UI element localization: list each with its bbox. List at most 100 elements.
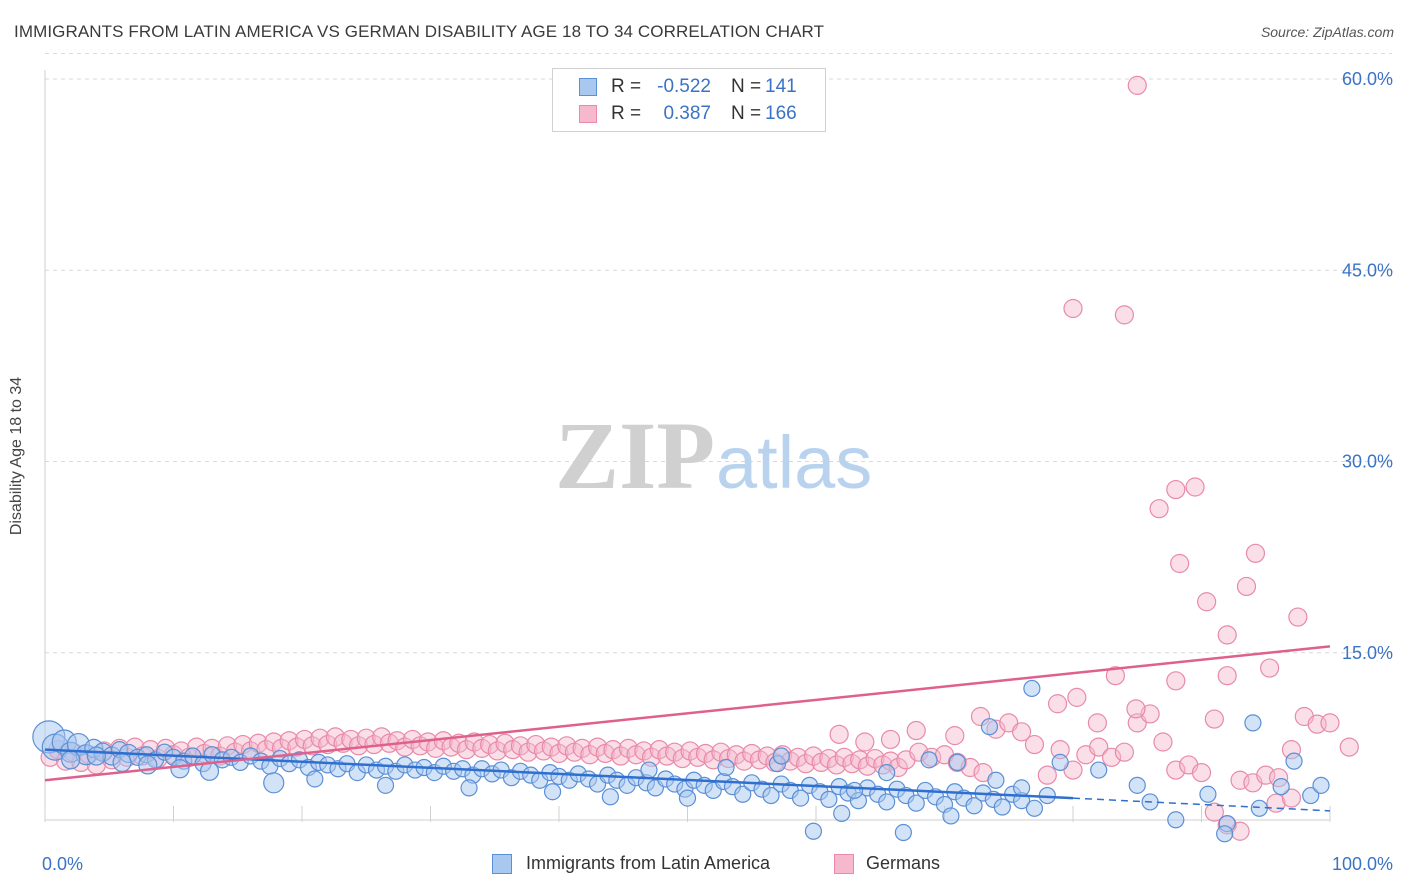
germans-point bbox=[834, 747, 854, 767]
germans-point bbox=[1037, 765, 1057, 785]
germans-point bbox=[1011, 722, 1032, 742]
germans-point bbox=[1063, 298, 1083, 319]
germans-point bbox=[906, 720, 926, 741]
germans-point bbox=[526, 734, 546, 755]
latin-america-point bbox=[460, 779, 478, 797]
correlation-legend: R = -0.522 N = 141 R = 0.387 N = 166 bbox=[552, 68, 826, 132]
germans-point bbox=[819, 748, 839, 769]
germans-point bbox=[829, 724, 849, 744]
germans-point bbox=[580, 745, 600, 765]
latin-america-point bbox=[376, 776, 395, 794]
latin-america-point bbox=[993, 798, 1011, 816]
germans-point bbox=[1288, 607, 1308, 627]
germans-point bbox=[1204, 802, 1224, 822]
latin-america-point bbox=[1216, 825, 1234, 843]
pink-r-label: R = bbox=[611, 103, 642, 124]
latin-america-point bbox=[942, 807, 960, 825]
germans-point bbox=[734, 751, 754, 771]
germans-point bbox=[518, 742, 538, 762]
latin-america-point bbox=[948, 753, 966, 772]
blue-n-label: N = bbox=[731, 76, 762, 97]
germans-point bbox=[857, 756, 878, 776]
germans-point bbox=[1024, 734, 1045, 755]
germans-point bbox=[1089, 737, 1109, 757]
latin-america-point bbox=[1128, 776, 1146, 794]
germans-point bbox=[480, 734, 500, 755]
pink-n-value: 166 bbox=[765, 103, 797, 124]
germans-point bbox=[1245, 543, 1266, 563]
watermark-zip: ZIP bbox=[555, 402, 715, 509]
germans-point bbox=[572, 738, 592, 758]
latin-america-point bbox=[263, 772, 285, 794]
germans-point bbox=[1047, 694, 1068, 714]
germans-point bbox=[549, 743, 569, 764]
y-tick-labels: 15.0% 30.0% 45.0% 60.0% bbox=[1342, 69, 1393, 663]
pink-n-label: N = bbox=[731, 103, 762, 124]
latin-america-point bbox=[1167, 811, 1185, 829]
latin-america-point bbox=[987, 771, 1005, 789]
latin-america-point bbox=[772, 747, 790, 765]
latin-america-point bbox=[791, 789, 810, 807]
germans-point bbox=[402, 729, 423, 750]
latin-america-point bbox=[878, 793, 896, 811]
bottom-blue-label: Immigrants from Latin America bbox=[526, 853, 771, 873]
germans-point bbox=[495, 733, 515, 753]
germans-point bbox=[318, 734, 338, 755]
germans-point bbox=[464, 732, 484, 752]
germans-point bbox=[618, 738, 638, 758]
latin-america-point bbox=[601, 788, 620, 806]
germans-point bbox=[310, 728, 330, 748]
latin-america-point bbox=[86, 746, 107, 766]
latin-america-point bbox=[907, 794, 925, 812]
y-tick-label: 30.0% bbox=[1342, 452, 1393, 472]
germans-point bbox=[603, 740, 623, 760]
germans-point bbox=[302, 736, 322, 756]
latin-america-point bbox=[1090, 761, 1108, 779]
chart-title: IMMIGRANTS FROM LATIN AMERICA VS GERMAN … bbox=[14, 22, 825, 41]
germans-point bbox=[587, 737, 608, 757]
germans-point bbox=[1067, 687, 1087, 707]
germans-point bbox=[264, 732, 284, 752]
y-tick-label: 15.0% bbox=[1342, 643, 1393, 663]
bottom-pink-swatch bbox=[834, 854, 854, 874]
germans-point bbox=[611, 746, 631, 766]
latin-america-point bbox=[306, 770, 324, 788]
latin-america-point bbox=[734, 785, 752, 803]
germans-point bbox=[1166, 760, 1186, 780]
germans-point bbox=[726, 745, 746, 765]
latin-america-point bbox=[112, 752, 132, 773]
germans-point bbox=[1170, 553, 1190, 574]
source-note: Source: ZipAtlas.com bbox=[1260, 24, 1394, 40]
germans-point bbox=[1217, 625, 1237, 645]
germans-point bbox=[945, 726, 965, 746]
germans-point bbox=[1281, 788, 1302, 808]
germans-point bbox=[695, 743, 716, 764]
pink-swatch bbox=[579, 105, 597, 123]
bottom-blue-swatch bbox=[492, 854, 512, 874]
germans-point bbox=[1166, 671, 1186, 691]
watermark-atlas: atlas bbox=[716, 421, 872, 504]
germans-point bbox=[680, 741, 700, 761]
germans-point bbox=[1339, 737, 1359, 757]
germans-point bbox=[1140, 704, 1160, 724]
germans-point bbox=[325, 727, 346, 747]
pink-r-value: 0.387 bbox=[663, 103, 711, 124]
latin-america-point bbox=[543, 783, 562, 801]
germans-point bbox=[826, 755, 847, 775]
latin-america-point bbox=[1312, 776, 1330, 794]
bottom-pink-label: Germans bbox=[866, 853, 941, 873]
latin-america-point bbox=[1244, 714, 1262, 732]
latin-america-point bbox=[1012, 779, 1031, 797]
germans-point bbox=[855, 732, 875, 752]
latin-america-point bbox=[1051, 753, 1069, 772]
germans-point bbox=[1166, 479, 1186, 500]
latin-america-point bbox=[640, 761, 658, 779]
latin-america-point bbox=[965, 797, 983, 815]
legend-row-pink: R = 0.387 N = 166 bbox=[553, 101, 825, 127]
germans-point bbox=[803, 746, 824, 766]
latin-america-point bbox=[170, 759, 190, 779]
latin-america-point bbox=[878, 763, 896, 782]
germans-point bbox=[1217, 666, 1237, 686]
germans-point bbox=[665, 742, 685, 762]
